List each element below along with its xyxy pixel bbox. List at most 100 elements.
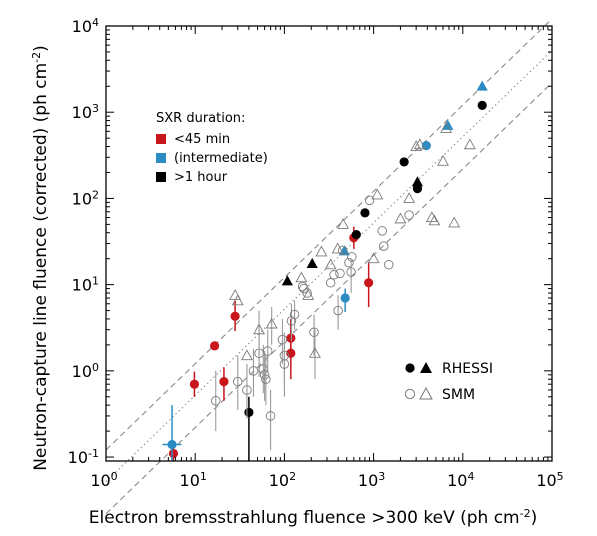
y-tick-exponent: 3: [92, 102, 99, 115]
smm-triangle-point: [295, 271, 308, 283]
smm-triangle-point: [413, 138, 426, 150]
smm-triangle-point: [265, 317, 278, 329]
y-axis-label-main: Neutron-capture line fluence (corrected)…: [31, 63, 51, 471]
smm-circle-point: [333, 305, 343, 316]
rhessi-triangle-point: [476, 80, 488, 91]
smm-circle-point: [325, 278, 336, 288]
rhessi-circle-point: [477, 100, 487, 110]
data-points: [162, 80, 488, 461]
smm-circle-point: [384, 260, 394, 270]
rhessi-triangle-point: [442, 119, 454, 130]
y-tick-base: 10: [68, 448, 88, 467]
x-axis-label-exponent: -2: [520, 507, 531, 520]
rhessi-circle-point: [189, 379, 200, 389]
y-tick-exponent: -1: [88, 447, 99, 460]
y-tick-exponent: 2: [92, 188, 99, 201]
x-tick-base: 10: [180, 471, 200, 490]
smm-circle-point: [404, 210, 414, 220]
rhessi-circle-point: [364, 278, 374, 288]
instrument-legend: RHESSI SMM: [404, 361, 493, 403]
smm-triangle-marker: [419, 386, 433, 400]
y-tick-label: 102: [72, 188, 99, 209]
reference-line-dashed: [105, 18, 553, 451]
sxr-label-intermediate: (intermediate): [174, 151, 268, 166]
smm-circle-point: [262, 346, 273, 356]
smm-triangle-point: [394, 212, 407, 224]
rhessi-circle-point: [360, 208, 370, 218]
rhessi-triangle-point: [281, 275, 293, 286]
reference-line-dashed: [105, 82, 553, 515]
smm-triangle-point: [403, 192, 416, 203]
x-axis-label-main: Electron bremsstrahlung fluence >300 keV…: [89, 508, 520, 528]
x-tick-label: 102: [269, 470, 296, 491]
rhessi-circle-point: [244, 407, 254, 417]
x-tick-label: 101: [180, 470, 207, 491]
smm-triangle-point: [367, 252, 380, 264]
x-tick-label: 104: [447, 470, 474, 491]
smm-circle-point: [344, 257, 354, 268]
smm-triangle-point: [324, 258, 337, 270]
rhessi-triangle-marker: [420, 362, 432, 373]
smm-triangle-point: [315, 245, 328, 257]
smm-triangle-point: [425, 211, 438, 223]
smm-triangle-point: [410, 140, 423, 152]
smm-legend-label: SMM: [442, 387, 475, 403]
smm-triangle-point: [331, 242, 344, 254]
smm-circle-point: [347, 252, 357, 262]
rhessi-circle-point: [230, 311, 240, 321]
y-axis-label: Neutron-capture line fluence (corrected)…: [30, 45, 52, 471]
sxr-swatch-long: [156, 172, 166, 182]
rhessi-circle-marker: [405, 363, 415, 373]
smm-triangle-point: [428, 214, 441, 226]
y-tick-label: 10-1: [68, 447, 99, 468]
plot-frame: [105, 25, 553, 462]
rhessi-legend-label: RHESSI: [442, 361, 493, 377]
x-tick-base: 10: [536, 471, 556, 490]
smm-circle-point: [337, 245, 348, 256]
y-tick-base: 10: [72, 362, 92, 381]
x-tick-exponent: 4: [467, 470, 474, 483]
y-tick-base: 10: [72, 17, 92, 36]
smm-circle-point: [377, 226, 387, 236]
x-axis-label-close: ): [531, 508, 538, 528]
y-tick-exponent: 0: [92, 360, 99, 373]
smm-circle-point: [279, 359, 290, 369]
smm-circle-marker: [404, 388, 416, 400]
rhessi-circle-point: [167, 439, 177, 450]
smm-triangle-point: [371, 188, 384, 200]
smm-circle-point: [335, 268, 345, 279]
rhessi-circle-point: [399, 157, 409, 167]
smm-triangle-point: [240, 349, 253, 361]
smm-circle-point: [211, 395, 221, 406]
smm-circle-point: [364, 195, 375, 206]
y-tick-label: 101: [72, 274, 99, 295]
x-axis-label: Electron bremsstrahlung fluence >300 keV…: [89, 507, 537, 529]
x-tick-base: 10: [90, 471, 110, 490]
smm-circle-point: [379, 241, 389, 251]
x-tick-label: 105: [536, 470, 563, 491]
smm-triangle-point: [440, 122, 453, 133]
y-tick-label: 104: [72, 16, 99, 37]
x-tick-label: 100: [90, 470, 117, 491]
y-axis-label-exponent: -2: [30, 52, 43, 63]
y-tick-base: 10: [72, 276, 92, 295]
smm-circle-point: [248, 366, 259, 376]
smm-circle-point: [289, 309, 300, 320]
rhessi-circle-point: [421, 140, 431, 151]
y-tick-label: 103: [72, 102, 99, 123]
x-tick-base: 10: [269, 471, 289, 490]
smm-triangle-point: [463, 138, 476, 150]
smm-circle-point: [261, 374, 271, 384]
smm-circle-point: [286, 316, 297, 326]
smm-circle-point: [277, 334, 288, 345]
rhessi-circle-point: [351, 230, 361, 240]
rhessi-triangle-point: [411, 176, 424, 187]
smm-circle-point: [302, 288, 312, 298]
smm-triangle-point: [302, 289, 315, 300]
x-tick-exponent: 2: [289, 470, 296, 483]
smm-circle-point: [259, 370, 270, 380]
y-tick-base: 10: [72, 103, 92, 122]
reference-lines: [105, 18, 553, 515]
